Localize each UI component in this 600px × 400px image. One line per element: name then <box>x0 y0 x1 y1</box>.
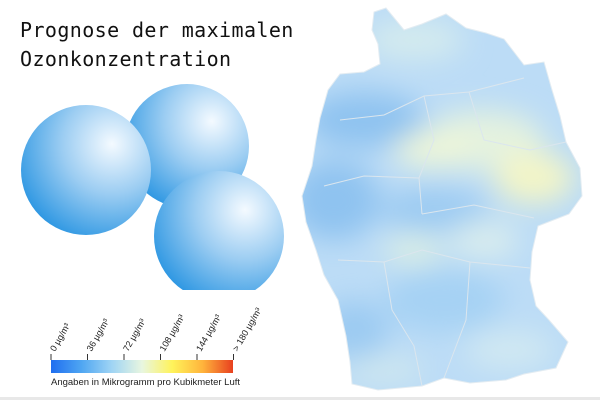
legend-tick-label: 36 µg/m³ <box>85 317 112 353</box>
legend-tick-label: > 180 µg/m³ <box>231 306 264 353</box>
legend-tick-label: 144 µg/m³ <box>194 313 223 353</box>
ozone-concentration-field <box>302 8 582 390</box>
germany-ozone-map <box>301 7 583 391</box>
oxygen-atom-left <box>21 105 151 235</box>
title-line-1: Prognose der maximalen <box>20 18 294 42</box>
ozone-legend: 0 µg/m³ 36 µg/m³ 72 µg/m³ 108 µg/m³ 144 µg/m… <box>48 306 263 373</box>
germany-outline <box>301 7 583 391</box>
legend-tick-label: 108 µg/m³ <box>158 313 187 353</box>
legend-tick-label: 72 µg/m³ <box>121 317 148 353</box>
ozone-molecule-icon <box>21 84 284 290</box>
legend-color-bar <box>51 360 233 373</box>
legend-caption: Angaben in Mikrogramm pro Kubikmeter Luf… <box>51 377 241 388</box>
bottom-rule <box>0 397 600 400</box>
legend-ticks: 0 µg/m³ 36 µg/m³ 72 µg/m³ 108 µg/m³ 144 µg/m… <box>48 306 263 360</box>
title-line-2: Ozonkonzentration <box>20 47 232 71</box>
legend-tick-label: 0 µg/m³ <box>48 321 72 353</box>
oxygen-atom-right <box>154 171 284 290</box>
state-borders <box>323 77 567 387</box>
page-title: Prognose der maximalen Ozonkonzentration <box>20 16 294 74</box>
